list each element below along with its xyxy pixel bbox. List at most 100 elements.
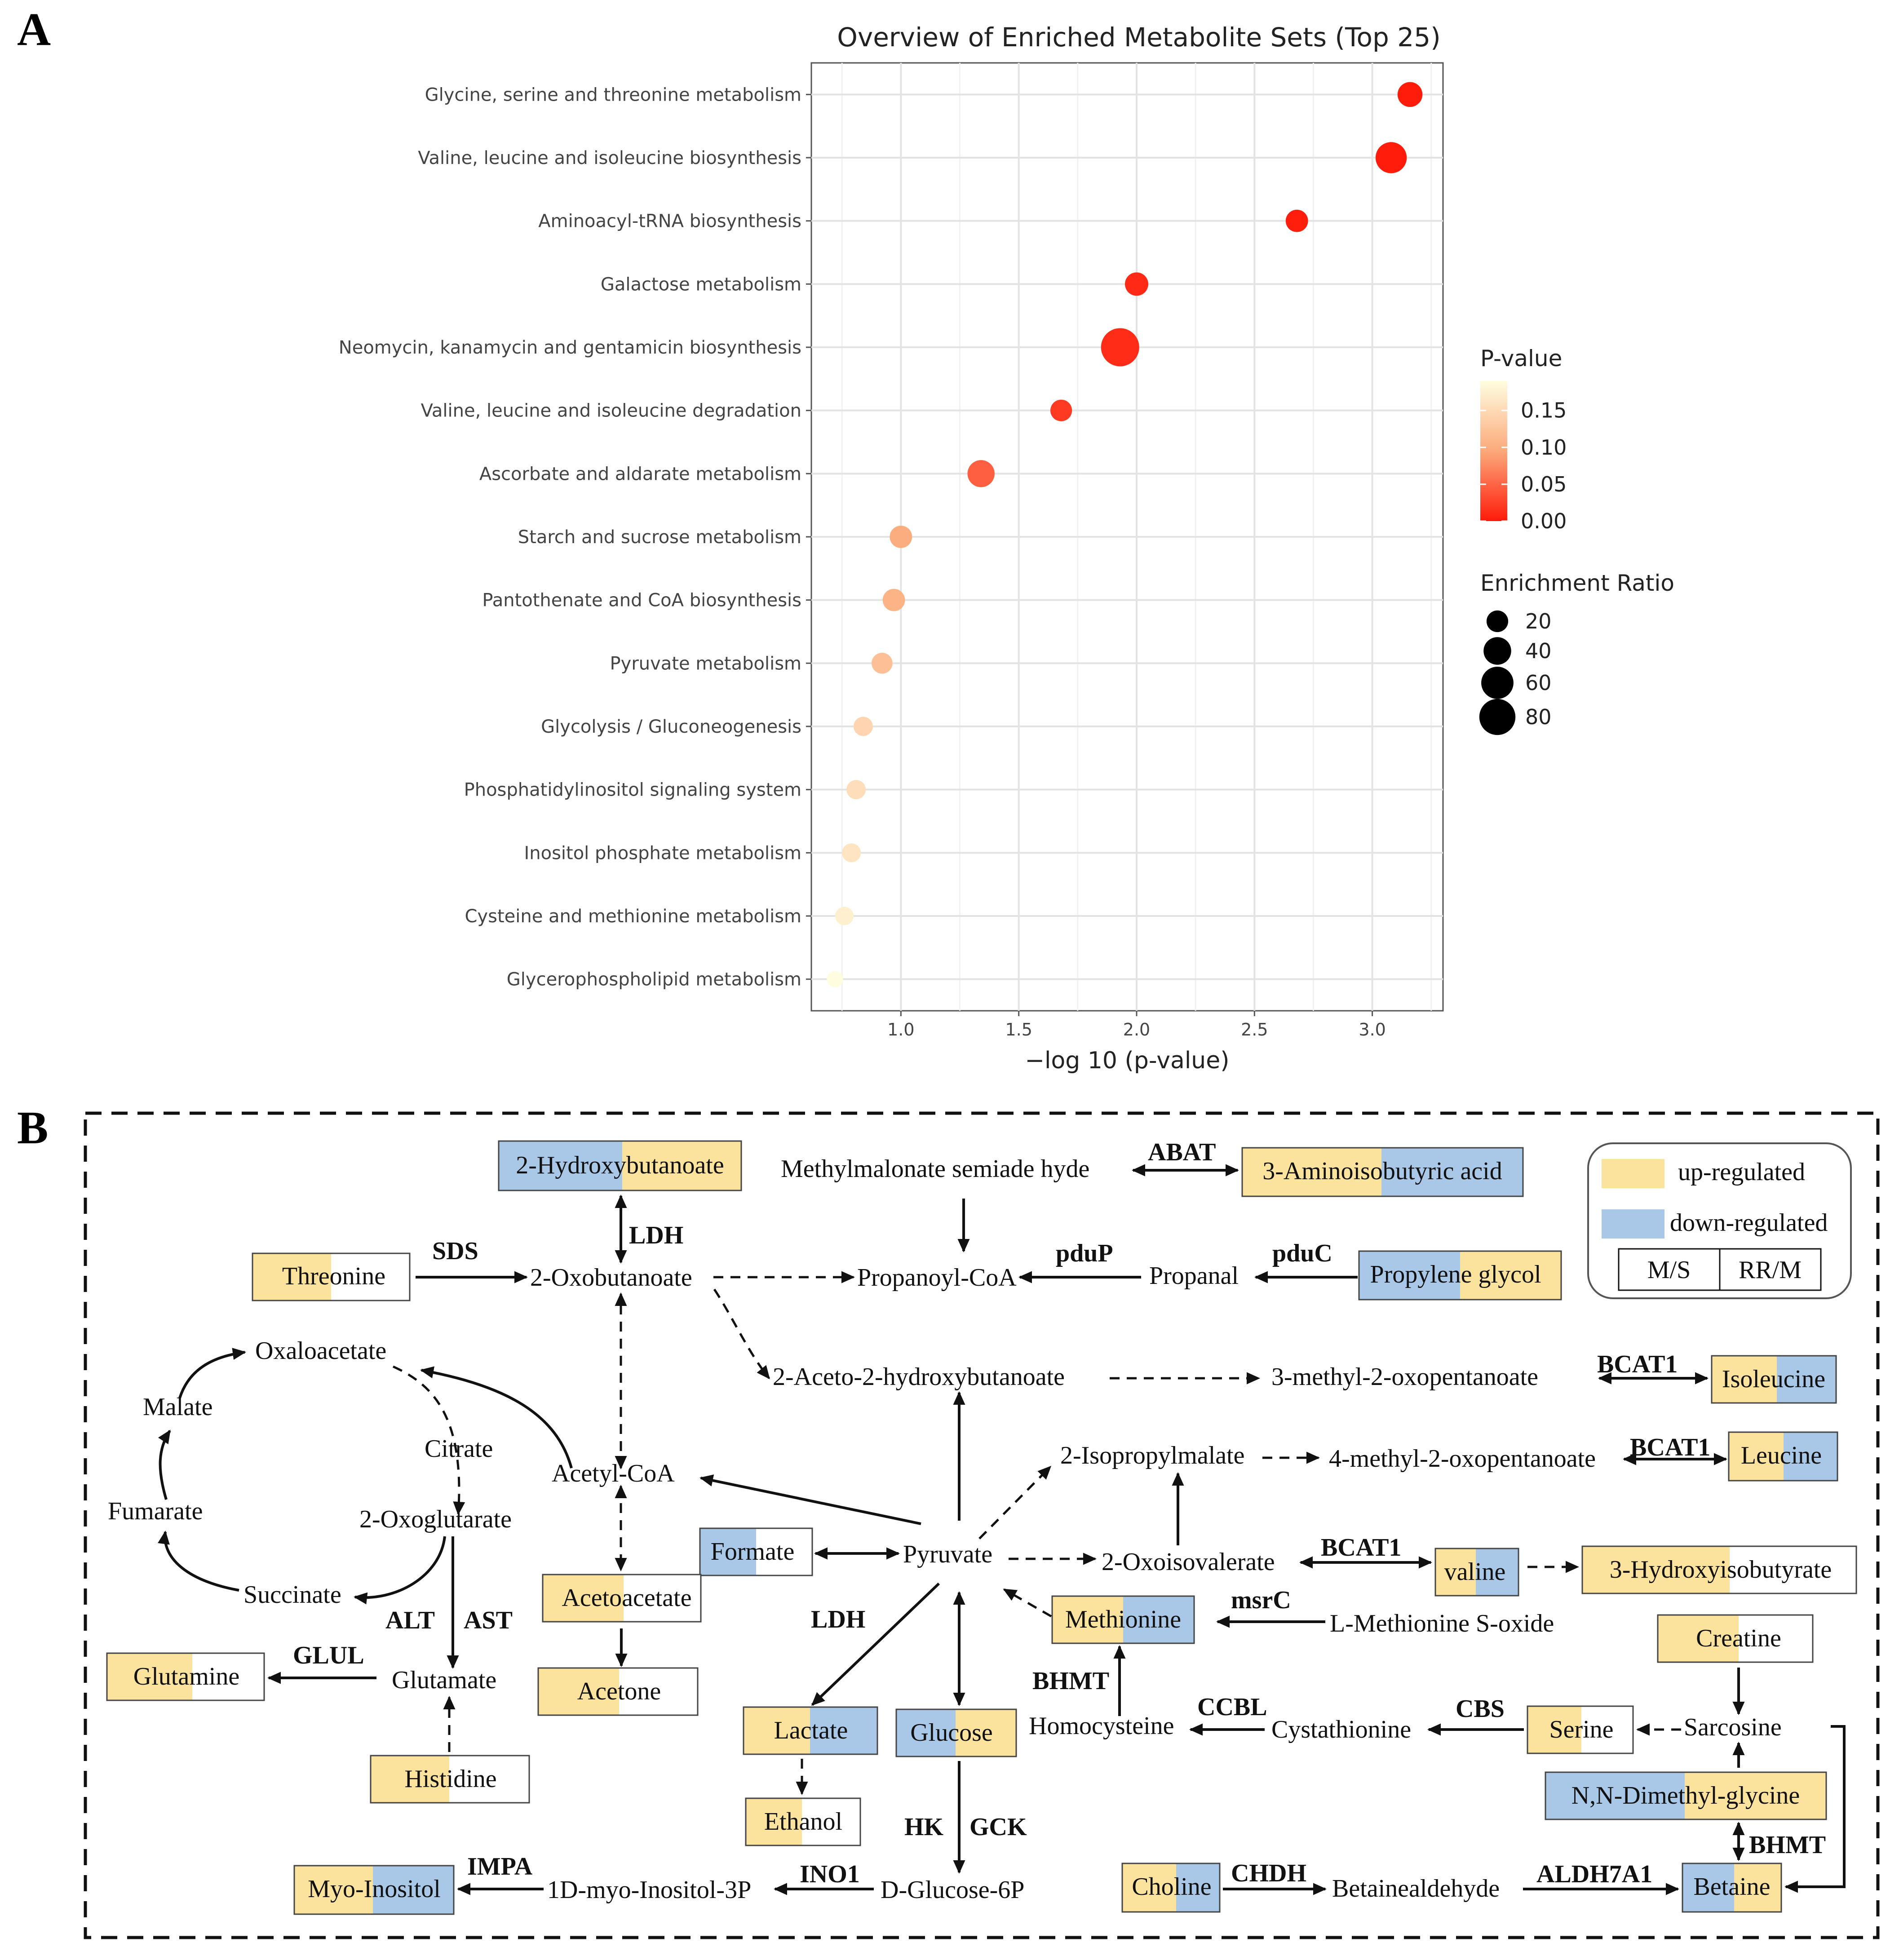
box-acetone: Acetone bbox=[537, 1667, 699, 1716]
box-creatine: Creatine bbox=[1657, 1614, 1814, 1663]
data-point bbox=[967, 460, 995, 487]
box-leucine: Leucine bbox=[1728, 1431, 1838, 1482]
box-3-aminoisobutyric-acid: 3-Aminoisobutyric acid bbox=[1241, 1147, 1524, 1197]
label-sarcosine: Sarcosine bbox=[1684, 1713, 1782, 1741]
panel-a-label: A bbox=[17, 4, 51, 55]
x-tick-label: 2.0 bbox=[1123, 1020, 1150, 1040]
dot-plot: Glycine, serine and threonine metabolism… bbox=[339, 62, 1444, 1040]
svg-text:Acetoacetate: Acetoacetate bbox=[562, 1584, 691, 1612]
y-tick-label: Ascorbate and aldarate metabolism bbox=[479, 464, 801, 484]
pvalue-legend: P-value 0.15 0.10 0.05 0.00 bbox=[1480, 345, 1567, 533]
label-fumarate: Fumarate bbox=[108, 1497, 203, 1525]
ratio-legend-label: 20 bbox=[1525, 609, 1552, 633]
box-choline: Choline bbox=[1121, 1863, 1221, 1913]
enzyme-bhmt-1: BHMT bbox=[1032, 1667, 1109, 1695]
svg-text:3-Aminoisobutyric acid: 3-Aminoisobutyric acid bbox=[1262, 1157, 1502, 1185]
svg-text:Choline: Choline bbox=[1132, 1873, 1211, 1901]
x-tick-label: 1.0 bbox=[887, 1020, 914, 1040]
enzyme-bcat1-b: BCAT1 bbox=[1630, 1433, 1710, 1461]
ratio-legend-label: 80 bbox=[1525, 705, 1552, 729]
box-glucose: Glucose bbox=[895, 1708, 1017, 1757]
label-oxaloacetate: Oxaloacetate bbox=[255, 1337, 386, 1365]
label-citrate: Citrate bbox=[425, 1435, 493, 1463]
enzyme-alt: ALT bbox=[385, 1606, 435, 1634]
enzyme-pduc: pduC bbox=[1272, 1239, 1332, 1267]
svg-text:Creatine: Creatine bbox=[1696, 1624, 1781, 1652]
pvalue-legend-label: 0.05 bbox=[1521, 472, 1567, 496]
y-tick-label: Valine, leucine and isoleucine degradati… bbox=[421, 401, 801, 421]
label-2-isopropylmalate: 2-Isopropylmalate bbox=[1060, 1442, 1245, 1469]
label-propanoyl-coa: Propanoyl-CoA bbox=[857, 1264, 1017, 1292]
svg-text:Lactate: Lactate bbox=[774, 1717, 848, 1744]
grid-lines bbox=[811, 63, 1443, 1011]
y-tick-label: Galactose metabolism bbox=[601, 274, 801, 295]
arrow-oxobutanoate-aceto bbox=[713, 1288, 770, 1380]
enzyme-gck: GCK bbox=[969, 1813, 1027, 1841]
regulation-legend: up-regulated down-regulated M/S RR/M bbox=[1587, 1142, 1852, 1299]
svg-text:Myo-Inositol: Myo-Inositol bbox=[308, 1875, 441, 1903]
data-point bbox=[872, 653, 893, 674]
enzyme-bhmt-2: BHMT bbox=[1749, 1831, 1826, 1859]
arrow-acetylcoa-oxaloacetate bbox=[420, 1366, 573, 1469]
enzyme-ldh-1: LDH bbox=[629, 1221, 683, 1249]
pvalue-legend-label: 0.15 bbox=[1521, 398, 1567, 423]
arrow-oxaloacetate-oxoglutarate bbox=[392, 1365, 465, 1515]
svg-text:valine: valine bbox=[1444, 1558, 1506, 1586]
arrow-succinate-fumarate bbox=[158, 1531, 239, 1592]
ratio-legend-dot bbox=[1479, 699, 1516, 735]
ratio-legend: Enrichment Ratio 20 40 60 80 bbox=[1479, 570, 1674, 735]
chart-title: Overview of Enriched Metabolite Sets (To… bbox=[837, 22, 1440, 53]
ratio-legend-dot bbox=[1481, 667, 1514, 699]
y-tick-label: Valine, leucine and isoleucine biosynthe… bbox=[418, 148, 801, 168]
data-point bbox=[1050, 399, 1072, 421]
enzyme-chdh: CHDH bbox=[1231, 1859, 1306, 1887]
box-isoleucine: Isoleucine bbox=[1711, 1355, 1837, 1404]
enzyme-glul: GLUL bbox=[293, 1641, 364, 1669]
label-propanal: Propanal bbox=[1149, 1262, 1239, 1290]
y-tick-label: Glycolysis / Gluconeogenesis bbox=[541, 717, 801, 737]
label-methylmalonate: Methylmalonate semiade hyde bbox=[781, 1155, 1089, 1183]
svg-text:N,N-Dimethyl-glycine: N,N-Dimethyl-glycine bbox=[1571, 1782, 1800, 1810]
box-methionine: Methionine bbox=[1051, 1595, 1195, 1644]
svg-text:Glutamine: Glutamine bbox=[133, 1663, 239, 1690]
label-pyruvate: Pyruvate bbox=[903, 1540, 992, 1568]
enzyme-abat: ABAT bbox=[1148, 1138, 1216, 1166]
enzyme-pdup: pduP bbox=[1056, 1239, 1113, 1267]
label-3-methyl-2-oxopentanoate: 3-methyl-2-oxopentanoate bbox=[1271, 1363, 1538, 1391]
y-tick-label: Glycerophospholipid metabolism bbox=[507, 969, 801, 990]
box-3-hydroxyisobutyrate: 3-Hydroxyisobutyrate bbox=[1581, 1545, 1857, 1594]
box-valine: valine bbox=[1434, 1548, 1519, 1597]
box-myo-inositol: Myo-Inositol bbox=[293, 1865, 455, 1915]
label-4-methyl-2-oxopentanoate: 4-methyl-2-oxopentanoate bbox=[1329, 1445, 1596, 1473]
pvalue-legend-title: P-value bbox=[1480, 345, 1562, 372]
y-tick-label: Neomycin, kanamycin and gentamicin biosy… bbox=[339, 337, 801, 358]
label-2-oxoglutarate: 2-Oxoglutarate bbox=[359, 1505, 512, 1533]
svg-text:Histidine: Histidine bbox=[404, 1765, 496, 1793]
enzyme-bcat1-c: BCAT1 bbox=[1321, 1534, 1401, 1562]
data-point bbox=[1397, 82, 1423, 107]
data-point bbox=[882, 588, 905, 611]
svg-text:Glucose: Glucose bbox=[910, 1719, 993, 1747]
svg-text:3-Hydroxyisobutyrate: 3-Hydroxyisobutyrate bbox=[1610, 1556, 1832, 1584]
metabolite-boxes: 2-Hydroxybutanoate 3-Aminoisobutyric aci… bbox=[106, 1140, 1857, 1915]
ratio-legend-title: Enrichment Ratio bbox=[1480, 570, 1674, 596]
arrow-pyruvate-isopropylmalate bbox=[978, 1465, 1052, 1540]
data-points bbox=[827, 82, 1423, 987]
y-tick-label: Inositol phosphate metabolism bbox=[524, 843, 801, 863]
y-tick-label: Phosphatidylinositol signaling system bbox=[464, 780, 801, 801]
panel-b-label: B bbox=[17, 1102, 48, 1154]
enzyme-ino1: INO1 bbox=[800, 1860, 860, 1888]
enzyme-ldh-2: LDH bbox=[811, 1606, 865, 1633]
box-serine: Serine bbox=[1527, 1705, 1634, 1754]
y-tick-label: Glycine, serine and threonine metabolism bbox=[425, 84, 801, 105]
down-swatch bbox=[1602, 1209, 1664, 1239]
ms-label: M/S bbox=[1647, 1256, 1691, 1284]
box-glutamine: Glutamine bbox=[106, 1652, 265, 1701]
data-point bbox=[827, 971, 843, 987]
enzyme-msrc: msrC bbox=[1231, 1586, 1291, 1614]
label-2-oxobutanoate: 2-Oxobutanoate bbox=[530, 1264, 692, 1292]
svg-text:Methionine: Methionine bbox=[1065, 1606, 1181, 1633]
x-tick-label: 1.5 bbox=[1005, 1020, 1032, 1040]
x-tick-label: 3.0 bbox=[1359, 1020, 1386, 1040]
